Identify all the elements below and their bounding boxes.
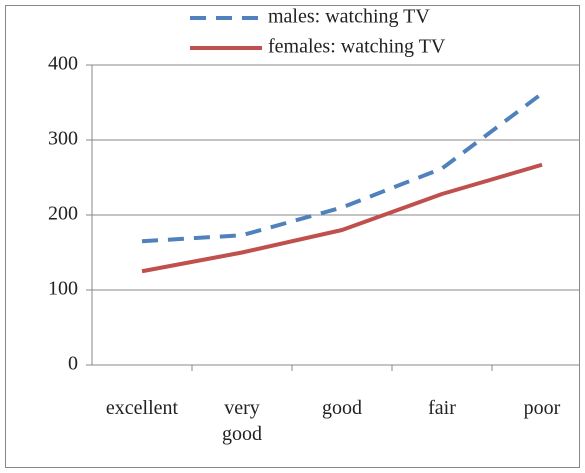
legend-label: males: watching TV <box>268 6 430 28</box>
legend-label: females: watching TV <box>268 36 446 58</box>
y-tick-label: 300 <box>48 128 78 150</box>
x-tick-label: poor <box>523 397 561 419</box>
x-tick-label: fair <box>428 397 456 419</box>
x-tick-label: good <box>322 397 362 419</box>
chart-border <box>5 5 580 468</box>
y-tick-label: 400 <box>48 53 78 75</box>
y-tick-label: 100 <box>48 278 78 300</box>
series-line <box>141 162 543 274</box>
series-line <box>141 91 544 244</box>
y-tick-label: 0 <box>68 353 78 375</box>
y-tick-label: 200 <box>48 203 78 225</box>
x-tick-label: very good <box>222 397 262 445</box>
x-tick-label: excellent <box>105 397 179 419</box>
